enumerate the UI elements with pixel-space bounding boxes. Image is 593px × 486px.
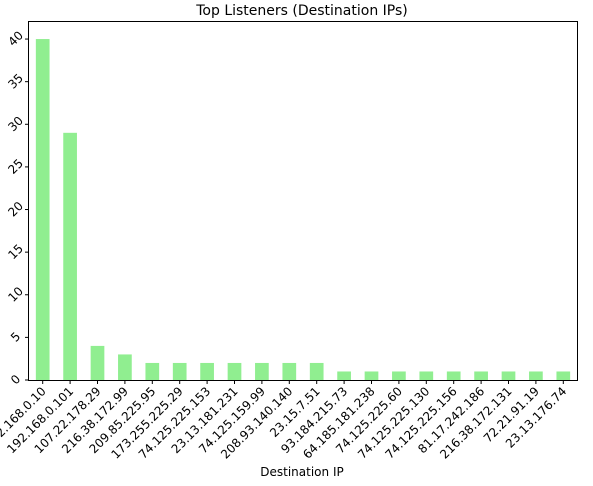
bar (227, 362, 242, 380)
y-tick-label: 5 (8, 329, 23, 344)
y-tick-label: 15 (5, 241, 26, 262)
chart-title: Top Listeners (Destination IPs) (195, 3, 407, 19)
bar (118, 354, 132, 380)
bar (200, 362, 214, 380)
y-tick-label: 20 (5, 199, 26, 220)
bar (63, 132, 77, 380)
bar (364, 371, 379, 380)
bar (529, 371, 543, 380)
y-tick-label: 35 (5, 71, 26, 92)
x-axis-label: Destination IP (260, 465, 343, 479)
bar (309, 362, 324, 380)
bar (556, 371, 571, 380)
y-tick-label: 40 (5, 28, 26, 49)
bar (255, 362, 269, 380)
bar (474, 371, 488, 380)
bar (35, 39, 50, 381)
y-tick-label: 10 (5, 284, 26, 305)
bar (282, 362, 297, 380)
x-axis: 192.168.0.10192.168.0.101107.22.178.2921… (0, 380, 569, 462)
bar (145, 362, 160, 380)
y-tick-label: 30 (5, 114, 26, 135)
bar (392, 371, 406, 380)
y-axis: 0 5 10 15 20 25 30 35 40 (5, 28, 29, 387)
bar (90, 345, 105, 380)
bar (419, 371, 434, 380)
bar (501, 371, 516, 380)
y-tick-label: 0 (8, 372, 23, 387)
bar (172, 362, 187, 380)
bars-group (35, 39, 571, 381)
bar (337, 371, 351, 380)
bar (446, 371, 461, 380)
y-tick-label: 25 (5, 156, 26, 177)
plot-frame (28, 21, 578, 381)
